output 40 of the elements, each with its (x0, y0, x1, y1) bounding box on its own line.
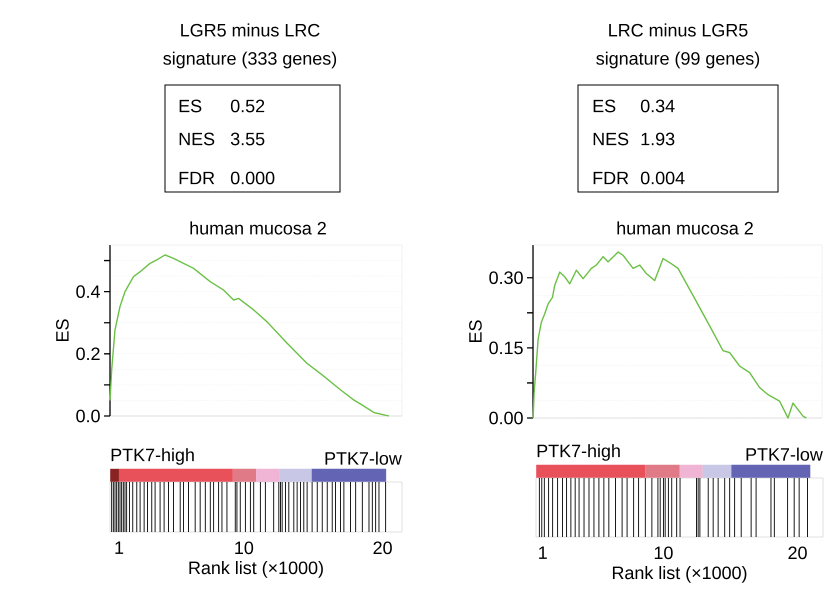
text: ES (594, 100, 616, 112)
chart-title: LGR5 minus LRC (181, 23, 320, 37)
y-tick-label: 0.4 (76, 285, 100, 298)
y-tick-label: 0.2 (76, 347, 100, 360)
y-tick-label: 0.0 (76, 410, 100, 422)
y-tick-label: 0.30 (489, 271, 523, 284)
text: FDR (594, 172, 628, 184)
y-axis-title: ES (56, 319, 69, 341)
line-series (109, 254, 390, 417)
x-axis-title: Rank list (×1000) (612, 566, 746, 583)
text: FDR (180, 172, 214, 184)
text: 0.52 (230, 100, 264, 112)
chart-title: LRC minus LGR5 (609, 23, 748, 37)
text: human mucosa 2 (617, 221, 753, 235)
x-tick-label: 20 (374, 541, 392, 554)
y-axis-title: ES (469, 320, 482, 342)
text: PTK7-low (326, 452, 402, 465)
text: PTK7-low (746, 448, 823, 461)
text: NES (180, 132, 214, 146)
y-tick-label: 0.15 (489, 342, 523, 354)
x-axis-title: Rank list (×1000) (189, 561, 323, 578)
x-tick-label: 10 (235, 541, 254, 554)
text: NES (594, 132, 628, 146)
x-tick-label: 20 (788, 546, 807, 560)
text: 0.34 (640, 100, 675, 112)
chart-subtitle: signature (333 genes) (163, 52, 336, 68)
text: ES (180, 100, 202, 112)
x-tick-label: 1 (539, 546, 547, 559)
text: human mucosa 2 (190, 221, 326, 235)
x-tick-label: 1 (115, 541, 124, 554)
text: 0.000 (230, 172, 274, 184)
y-tick-label: 0.00 (489, 412, 523, 424)
text: 3.55 (230, 132, 264, 146)
chart-subtitle: signature (99 genes) (596, 52, 760, 68)
text: 0.004 (640, 172, 685, 184)
text: PTK7-high (112, 448, 194, 465)
line-series (532, 251, 808, 419)
text: PTK7-high (538, 444, 620, 461)
x-tick-label: 10 (654, 546, 673, 560)
text: 1.93 (642, 132, 674, 146)
